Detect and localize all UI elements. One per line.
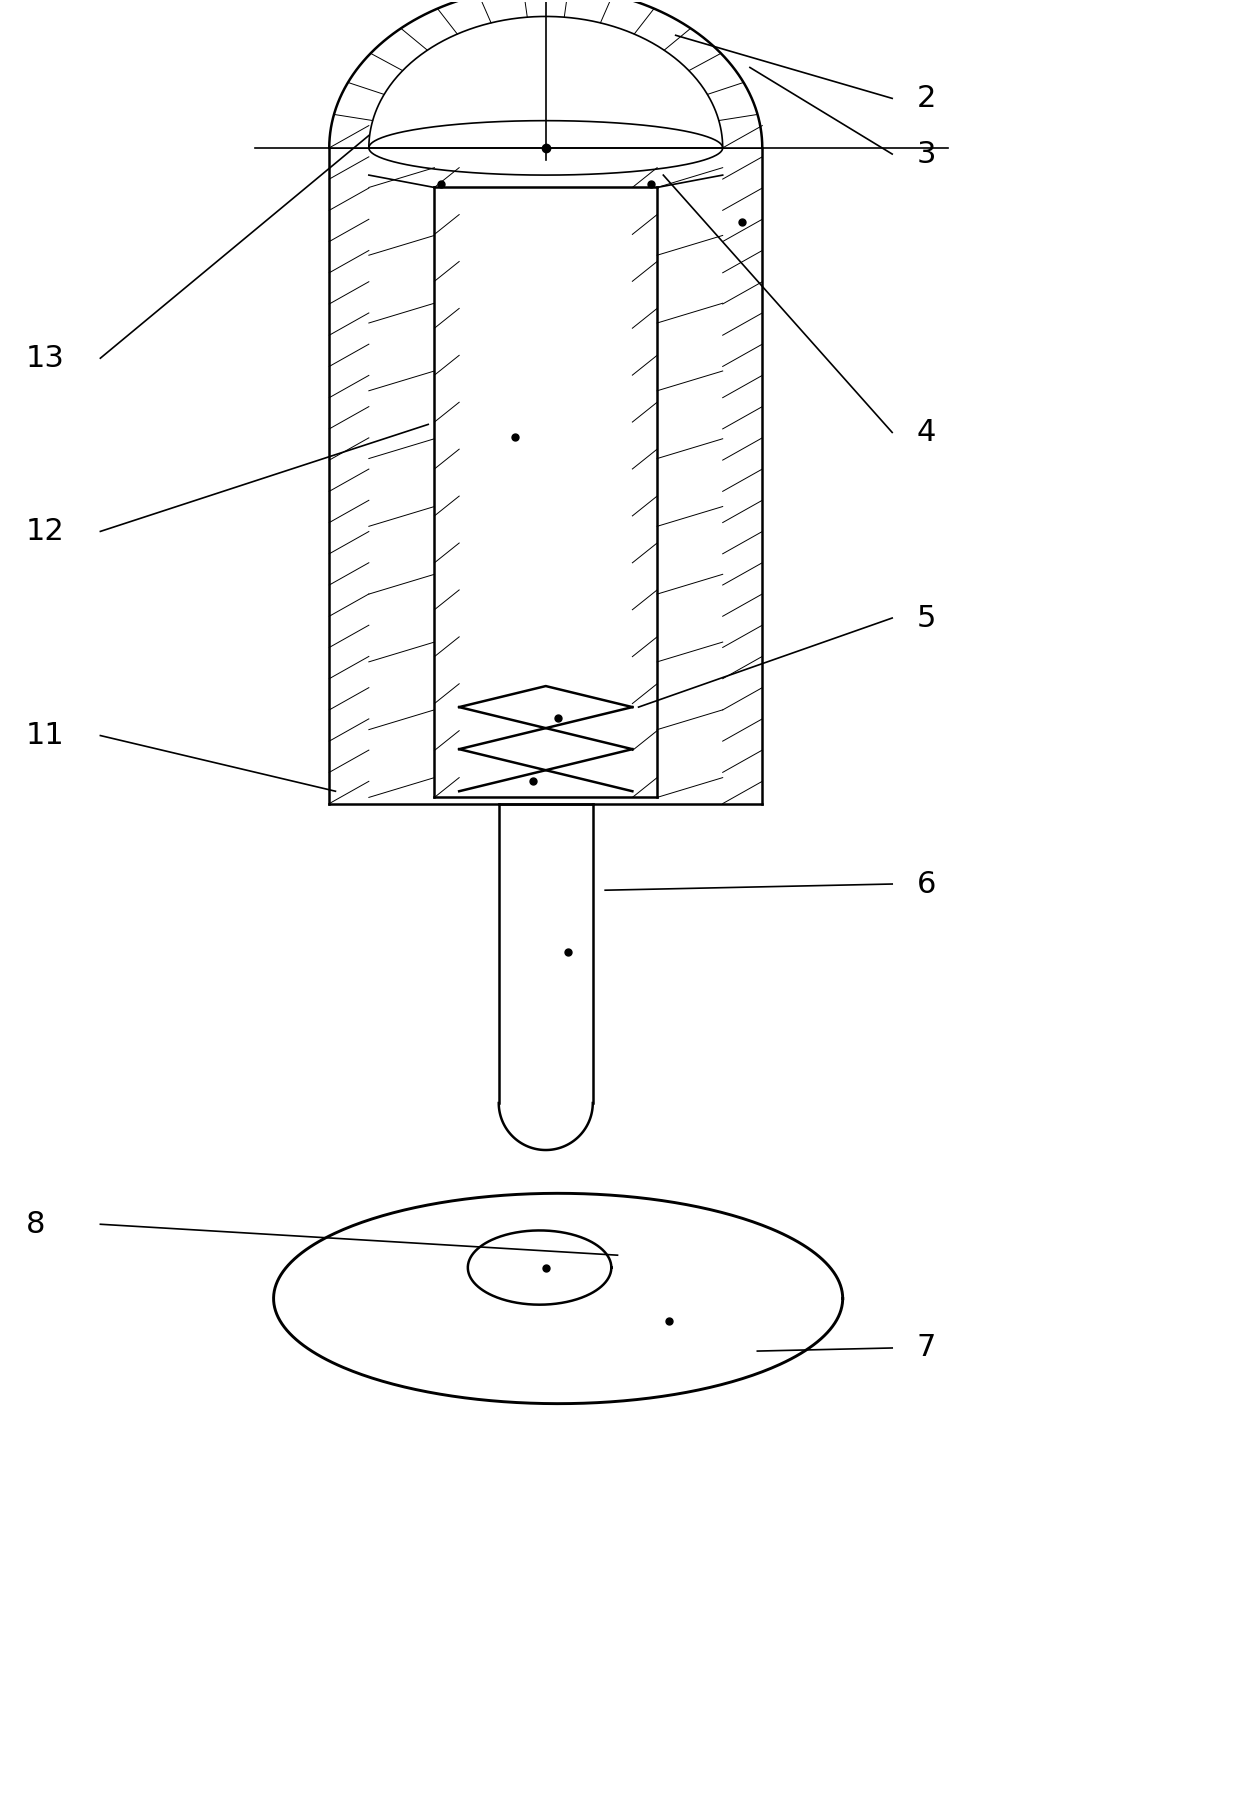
Text: 3: 3 <box>916 140 936 169</box>
Text: 7: 7 <box>916 1334 936 1363</box>
Text: 13: 13 <box>26 344 64 373</box>
Text: 2: 2 <box>916 84 936 113</box>
Text: 6: 6 <box>916 870 936 899</box>
Text: 4: 4 <box>916 419 936 448</box>
Text: 5: 5 <box>916 604 936 633</box>
Text: 12: 12 <box>26 517 64 546</box>
Text: 8: 8 <box>26 1210 46 1239</box>
Text: 11: 11 <box>26 721 64 750</box>
